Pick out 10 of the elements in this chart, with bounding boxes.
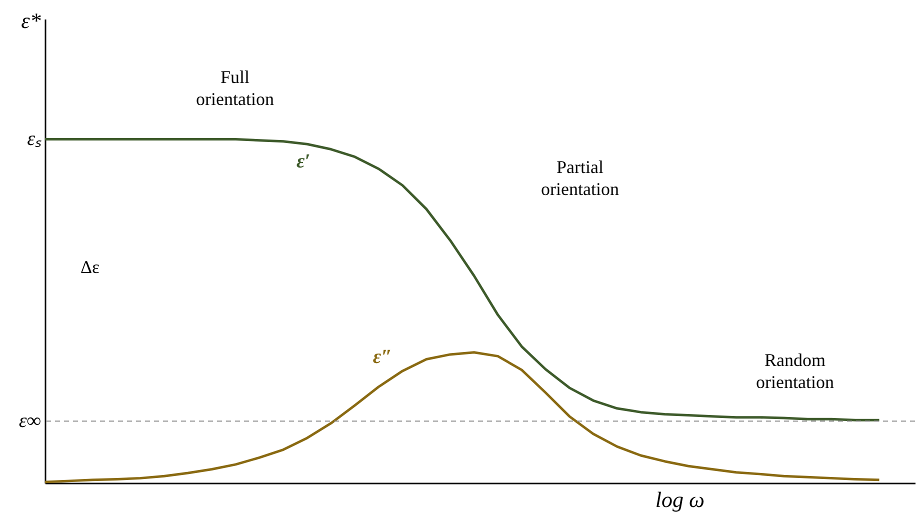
series-label: ε″ <box>372 346 392 368</box>
text: Full orientation <box>196 67 274 109</box>
annotation: Partial orientation <box>541 157 619 199</box>
ref-line-label: ε∞ <box>18 410 41 432</box>
x-axis-title: log ω <box>655 487 705 512</box>
annotation: Δε <box>80 257 100 277</box>
text: εₛ <box>27 128 42 150</box>
y-axis-title: ε* <box>21 8 41 33</box>
series-label: ε′ <box>296 150 310 172</box>
annotation: Random orientation <box>756 350 834 392</box>
